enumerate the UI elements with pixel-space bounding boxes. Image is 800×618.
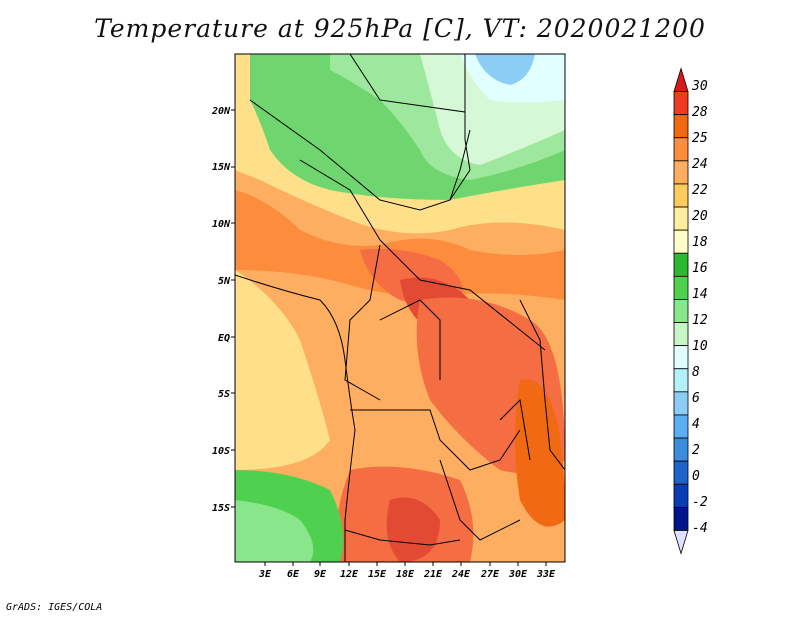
colorbar-label: 10 xyxy=(692,339,708,354)
colorbar-segment xyxy=(673,322,689,347)
colorbar-segment xyxy=(673,368,689,393)
longitude-axis: 3E 6E 9E 12E 15E 18E 21E 24E 27E 30E 33E xyxy=(258,562,556,580)
colorbar-segment xyxy=(673,183,689,208)
map-title: Temperature at 925hPa [C], VT: 202002120… xyxy=(94,14,706,43)
lon-label: 9E xyxy=(314,569,327,580)
colorbar-segment xyxy=(673,229,689,254)
lon-label: 15E xyxy=(368,569,387,580)
colorbar-label: 20 xyxy=(692,209,708,224)
lat-label: 5N xyxy=(218,276,231,287)
lat-label: 5S xyxy=(218,389,230,400)
colorbar-bottom-arrow xyxy=(673,530,689,555)
lon-label: 30E xyxy=(508,569,528,580)
colorbar-label: 12 xyxy=(692,313,708,328)
lat-label: 20N xyxy=(211,106,231,117)
colorbar-segment xyxy=(673,345,689,370)
colorbar-segment xyxy=(673,252,689,277)
colorbar-segment xyxy=(673,414,689,439)
lon-label: 3E xyxy=(258,569,272,580)
lat-label: EQ xyxy=(218,333,230,344)
colorbar-label: -4 xyxy=(692,521,708,536)
lat-label: 10N xyxy=(212,219,231,230)
map-frame xyxy=(234,53,566,563)
lon-label: 33E xyxy=(536,569,556,580)
colorbar-label: 4 xyxy=(692,417,700,432)
colorbar-label: -2 xyxy=(692,495,708,510)
colorbar-segment xyxy=(673,391,689,416)
colorbar-segment xyxy=(673,114,689,139)
colorbar xyxy=(673,67,689,555)
lon-label: 12E xyxy=(340,569,359,580)
colorbar-label: 24 xyxy=(692,157,708,172)
grads-credit: GrADS: IGES/COLA xyxy=(6,602,103,613)
lon-label: 27E xyxy=(480,569,500,580)
lon-label: 24E xyxy=(451,569,471,580)
colorbar-segment xyxy=(673,137,689,162)
colorbar-label: 28 xyxy=(692,105,708,120)
colorbar-segment xyxy=(673,506,689,531)
colorbar-label: 25 xyxy=(692,131,708,146)
colorbar-segment xyxy=(673,160,689,185)
lat-label: 15S xyxy=(212,503,230,514)
lat-label: 15N xyxy=(212,162,231,173)
colorbar-label: 16 xyxy=(692,261,708,276)
colorbar-label: 18 xyxy=(692,235,708,250)
lon-label: 6E xyxy=(287,569,300,580)
colorbar-segment xyxy=(673,91,689,116)
lon-label: 21E xyxy=(423,569,443,580)
colorbar-label: 6 xyxy=(692,391,700,406)
temperature-field xyxy=(235,54,565,562)
colorbar-segment xyxy=(673,275,689,300)
colorbar-label: 2 xyxy=(692,443,700,458)
colorbar-segment xyxy=(673,206,689,231)
colorbar-label: 14 xyxy=(692,287,708,302)
colorbar-segment xyxy=(673,299,689,323)
lat-label: 10S xyxy=(212,446,230,457)
colorbar-label: 30 xyxy=(691,79,708,94)
colorbar-segment xyxy=(673,437,689,462)
colorbar-segment xyxy=(673,460,689,485)
colorbar-label: 0 xyxy=(692,469,700,484)
colorbar-label: 22 xyxy=(692,183,708,198)
colorbar-top-arrow xyxy=(673,67,689,92)
colorbar-labels: 30 28 25 24 22 20 18 16 14 12 10 8 6 4 2… xyxy=(691,79,708,536)
latitude-axis: 20N 15N 10N 5N EQ 5S 10S 15S xyxy=(211,106,235,514)
colorbar-label: 8 xyxy=(692,365,700,380)
lon-label: 18E xyxy=(396,569,415,580)
colorbar-segment xyxy=(673,483,689,508)
